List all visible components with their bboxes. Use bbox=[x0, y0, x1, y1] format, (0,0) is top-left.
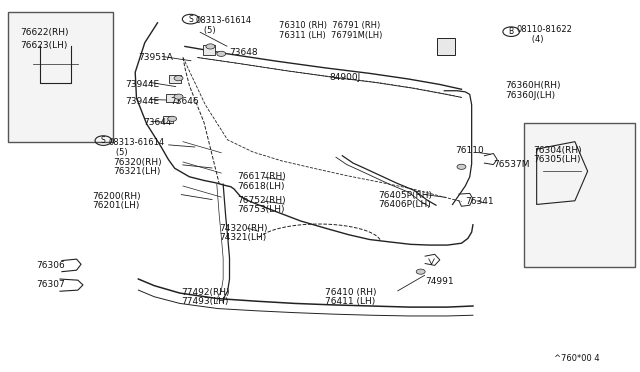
Text: 76321(LH): 76321(LH) bbox=[113, 167, 160, 176]
Text: 76311 (LH)  76791M(LH): 76311 (LH) 76791M(LH) bbox=[278, 31, 382, 40]
Text: 76411 (LH): 76411 (LH) bbox=[325, 297, 375, 306]
Text: B: B bbox=[509, 27, 514, 36]
Text: 76341: 76341 bbox=[465, 197, 494, 206]
Text: 76307: 76307 bbox=[36, 280, 65, 289]
Text: 76617(RH): 76617(RH) bbox=[237, 172, 286, 181]
Text: 76201(LH): 76201(LH) bbox=[92, 201, 140, 210]
Text: 76306: 76306 bbox=[36, 261, 65, 270]
Text: 08110-81622
      (4): 08110-81622 (4) bbox=[516, 25, 572, 44]
Text: 76200(RH): 76200(RH) bbox=[92, 192, 141, 201]
Text: S: S bbox=[101, 136, 106, 145]
FancyBboxPatch shape bbox=[166, 94, 178, 102]
Text: 76305(LH): 76305(LH) bbox=[534, 155, 581, 164]
Text: 77493(LH): 77493(LH) bbox=[181, 297, 228, 306]
Text: 76537M: 76537M bbox=[493, 160, 530, 169]
FancyBboxPatch shape bbox=[163, 116, 173, 123]
Text: 76360J(LH): 76360J(LH) bbox=[505, 91, 555, 100]
Text: 76618(LH): 76618(LH) bbox=[237, 182, 285, 190]
Circle shape bbox=[168, 116, 177, 121]
Text: 76410 (RH): 76410 (RH) bbox=[325, 288, 376, 297]
Text: 76623(LH): 76623(LH) bbox=[20, 41, 68, 49]
Text: S: S bbox=[188, 15, 193, 23]
Circle shape bbox=[174, 94, 183, 99]
Text: 74321(LH): 74321(LH) bbox=[220, 233, 267, 242]
Text: 76110: 76110 bbox=[455, 147, 484, 155]
FancyBboxPatch shape bbox=[8, 13, 113, 142]
FancyBboxPatch shape bbox=[524, 123, 636, 267]
Text: 73944E: 73944E bbox=[125, 80, 160, 89]
FancyBboxPatch shape bbox=[169, 75, 181, 83]
Text: 77492(RH): 77492(RH) bbox=[181, 288, 230, 297]
FancyBboxPatch shape bbox=[203, 45, 215, 55]
Circle shape bbox=[206, 44, 215, 49]
Text: 73644: 73644 bbox=[143, 118, 172, 127]
FancyBboxPatch shape bbox=[436, 38, 455, 55]
Text: 76310 (RH)  76791 (RH): 76310 (RH) 76791 (RH) bbox=[278, 21, 380, 30]
Text: 74320(RH): 74320(RH) bbox=[220, 224, 268, 233]
Circle shape bbox=[416, 269, 425, 274]
Circle shape bbox=[217, 51, 226, 57]
Text: 08313-61614
   (5): 08313-61614 (5) bbox=[196, 16, 252, 35]
Text: 76360H(RH): 76360H(RH) bbox=[505, 81, 560, 90]
Circle shape bbox=[174, 76, 183, 81]
Text: 73646: 73646 bbox=[170, 97, 199, 106]
Text: 76320(RH): 76320(RH) bbox=[113, 157, 161, 167]
Circle shape bbox=[457, 164, 466, 169]
Text: 84900J: 84900J bbox=[330, 73, 361, 81]
Text: 73944E: 73944E bbox=[125, 97, 160, 106]
Text: 73648: 73648 bbox=[230, 48, 258, 57]
Text: 76406P(LH): 76406P(LH) bbox=[379, 200, 431, 209]
Text: ^760*00 4: ^760*00 4 bbox=[554, 354, 600, 363]
Text: 76752(RH): 76752(RH) bbox=[237, 196, 286, 205]
Text: 76753(LH): 76753(LH) bbox=[237, 205, 285, 215]
Text: 76304(RH): 76304(RH) bbox=[534, 146, 582, 155]
Text: 08313-61614
   (5): 08313-61614 (5) bbox=[108, 138, 164, 157]
Text: 76405P(RH): 76405P(RH) bbox=[379, 191, 433, 200]
Text: 76622(RH): 76622(RH) bbox=[20, 28, 69, 36]
Text: 74991: 74991 bbox=[425, 277, 454, 286]
Text: 73951A: 73951A bbox=[138, 53, 173, 62]
